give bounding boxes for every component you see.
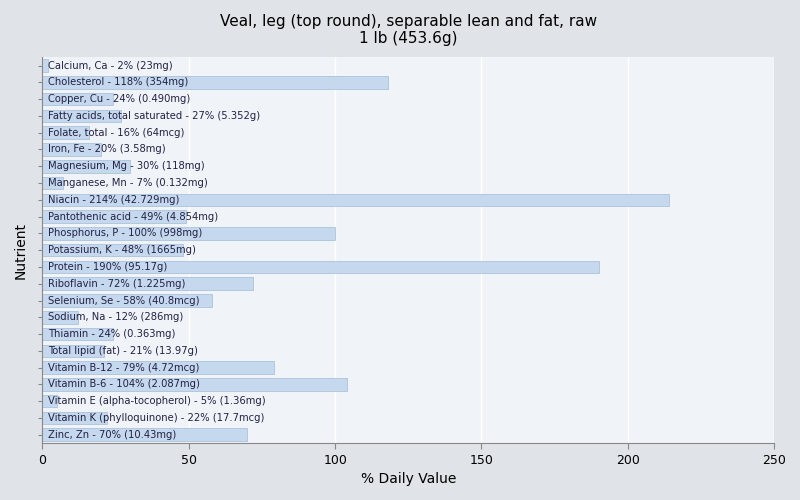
- Bar: [42, 160, 130, 172]
- Text: Fatty acids, total saturated - 27% (5.352g): Fatty acids, total saturated - 27% (5.35…: [48, 111, 261, 121]
- Bar: [42, 176, 63, 190]
- Text: Potassium, K - 48% (1665mg): Potassium, K - 48% (1665mg): [48, 245, 196, 255]
- Bar: [42, 311, 78, 324]
- X-axis label: % Daily Value: % Daily Value: [361, 472, 456, 486]
- Text: Folate, total - 16% (64mcg): Folate, total - 16% (64mcg): [48, 128, 185, 138]
- Bar: [42, 143, 101, 156]
- Text: Zinc, Zn - 70% (10.43mg): Zinc, Zn - 70% (10.43mg): [48, 430, 177, 440]
- Text: Manganese, Mn - 7% (0.132mg): Manganese, Mn - 7% (0.132mg): [48, 178, 208, 188]
- Text: Thiamin - 24% (0.363mg): Thiamin - 24% (0.363mg): [48, 329, 176, 339]
- Bar: [42, 428, 247, 441]
- Text: Copper, Cu - 24% (0.490mg): Copper, Cu - 24% (0.490mg): [48, 94, 190, 104]
- Bar: [42, 362, 274, 374]
- Bar: [42, 244, 183, 256]
- Bar: [42, 194, 669, 206]
- Bar: [42, 126, 90, 139]
- Bar: [42, 412, 107, 424]
- Y-axis label: Nutrient: Nutrient: [14, 222, 28, 278]
- Text: Calcium, Ca - 2% (23mg): Calcium, Ca - 2% (23mg): [48, 60, 173, 70]
- Text: Pantothenic acid - 49% (4.854mg): Pantothenic acid - 49% (4.854mg): [48, 212, 218, 222]
- Bar: [42, 344, 104, 357]
- Bar: [42, 60, 48, 72]
- Text: Phosphorus, P - 100% (998mg): Phosphorus, P - 100% (998mg): [48, 228, 202, 238]
- Text: Sodium, Na - 12% (286mg): Sodium, Na - 12% (286mg): [48, 312, 183, 322]
- Text: Iron, Fe - 20% (3.58mg): Iron, Fe - 20% (3.58mg): [48, 144, 166, 154]
- Bar: [42, 328, 113, 340]
- Text: Cholesterol - 118% (354mg): Cholesterol - 118% (354mg): [48, 78, 189, 88]
- Text: Riboflavin - 72% (1.225mg): Riboflavin - 72% (1.225mg): [48, 278, 186, 288]
- Bar: [42, 378, 347, 390]
- Text: Vitamin E (alpha-tocopherol) - 5% (1.36mg): Vitamin E (alpha-tocopherol) - 5% (1.36m…: [48, 396, 266, 406]
- Bar: [42, 210, 186, 223]
- Bar: [42, 93, 113, 106]
- Text: Vitamin K (phylloquinone) - 22% (17.7mcg): Vitamin K (phylloquinone) - 22% (17.7mcg…: [48, 413, 265, 423]
- Bar: [42, 76, 388, 88]
- Text: Magnesium, Mg - 30% (118mg): Magnesium, Mg - 30% (118mg): [48, 162, 205, 172]
- Text: Niacin - 214% (42.729mg): Niacin - 214% (42.729mg): [48, 195, 180, 205]
- Bar: [42, 260, 598, 273]
- Bar: [42, 294, 212, 307]
- Text: Protein - 190% (95.17g): Protein - 190% (95.17g): [48, 262, 167, 272]
- Text: Selenium, Se - 58% (40.8mcg): Selenium, Se - 58% (40.8mcg): [48, 296, 200, 306]
- Text: Vitamin B-6 - 104% (2.087mg): Vitamin B-6 - 104% (2.087mg): [48, 380, 200, 390]
- Bar: [42, 110, 122, 122]
- Bar: [42, 278, 254, 290]
- Text: Total lipid (fat) - 21% (13.97g): Total lipid (fat) - 21% (13.97g): [48, 346, 198, 356]
- Title: Veal, leg (top round), separable lean and fat, raw
1 lb (453.6g): Veal, leg (top round), separable lean an…: [220, 14, 597, 46]
- Text: Vitamin B-12 - 79% (4.72mcg): Vitamin B-12 - 79% (4.72mcg): [48, 362, 200, 372]
- Bar: [42, 227, 335, 239]
- Bar: [42, 395, 57, 407]
